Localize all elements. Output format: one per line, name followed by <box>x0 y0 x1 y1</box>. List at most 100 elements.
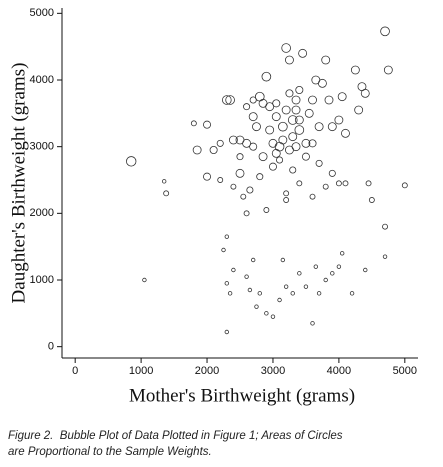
bubble <box>296 180 303 187</box>
bubble <box>308 95 317 105</box>
bubble <box>283 284 289 289</box>
bubble <box>294 115 304 125</box>
bubble <box>313 264 319 269</box>
bubble <box>126 156 137 167</box>
bubble <box>349 291 355 296</box>
bubble <box>334 115 344 125</box>
bubble <box>161 179 167 184</box>
bubble <box>382 254 388 259</box>
y-tick-label: 2000 <box>30 207 54 219</box>
bubble <box>303 284 309 289</box>
bubble <box>383 65 393 75</box>
bubble <box>224 281 230 286</box>
bubble <box>283 190 290 197</box>
bubble <box>268 162 277 171</box>
bubble <box>337 92 347 102</box>
bubble <box>192 145 202 155</box>
bubble <box>330 271 335 276</box>
bubble <box>283 197 290 203</box>
bubble <box>295 86 304 95</box>
bubble <box>268 138 278 148</box>
bubble <box>274 141 285 152</box>
bubble <box>227 291 233 296</box>
bubble <box>316 291 322 296</box>
bubble <box>224 234 230 239</box>
bubble <box>271 112 281 122</box>
bubble <box>323 277 328 283</box>
bubble <box>291 95 301 105</box>
bubble <box>317 78 327 88</box>
caption-line: are Proportional to the Sample Weights. <box>8 446 212 458</box>
bubble <box>365 180 372 187</box>
bubble <box>249 96 257 104</box>
bubble <box>278 135 288 145</box>
bubble <box>265 102 275 112</box>
bubble <box>363 267 368 273</box>
bubble <box>285 89 294 98</box>
bubble <box>294 125 305 135</box>
bubble <box>265 125 275 135</box>
bubble <box>243 103 251 111</box>
bubble <box>221 247 226 253</box>
bubble <box>291 142 301 152</box>
bubble <box>163 190 170 197</box>
bubble <box>250 257 256 263</box>
bubble <box>342 180 349 187</box>
y-tick-label: 5000 <box>30 7 54 19</box>
y-tick-label: 0 <box>48 341 54 353</box>
bubble <box>278 121 288 132</box>
bubble <box>263 207 270 213</box>
bubble <box>341 128 350 138</box>
bubble <box>236 153 244 161</box>
caption-line: Figure 2. Bubble Plot of Data Plotted in… <box>8 430 343 442</box>
bubble <box>287 115 298 125</box>
bubble <box>256 173 264 181</box>
bubble <box>304 108 314 118</box>
bubble <box>249 142 258 151</box>
bubble <box>281 105 291 115</box>
bubble <box>224 329 230 335</box>
bubble <box>277 297 282 303</box>
bubble <box>301 152 310 161</box>
bubble <box>271 148 281 158</box>
x-axis-label: Mother's Birthweight (grams) <box>129 385 355 406</box>
bubble <box>203 172 212 181</box>
bubble <box>308 139 317 148</box>
bubble <box>209 145 218 154</box>
bubble <box>272 99 281 108</box>
bubble <box>382 223 388 230</box>
bubble <box>310 321 315 326</box>
bubble <box>324 95 334 105</box>
bubble <box>322 183 329 190</box>
bubble <box>336 264 342 269</box>
bubble <box>264 311 269 316</box>
bubble <box>203 120 212 129</box>
bubble <box>315 159 323 167</box>
bubble <box>309 193 316 200</box>
bubble <box>339 251 345 256</box>
bubble <box>368 197 375 203</box>
bubble <box>335 180 342 187</box>
bubble <box>252 122 261 132</box>
bubble <box>281 43 291 53</box>
x-tick-label: 0 <box>72 365 78 377</box>
bubble <box>246 186 254 194</box>
bubble <box>240 193 247 200</box>
bubble <box>261 71 272 82</box>
bubble <box>258 152 268 162</box>
bubble <box>190 120 197 127</box>
bubble <box>276 156 284 164</box>
bubble <box>254 304 259 309</box>
bubble <box>244 274 249 279</box>
bubble <box>235 168 245 178</box>
bubble <box>257 291 262 296</box>
bubble <box>360 88 370 98</box>
y-tick-label: 3000 <box>30 141 54 153</box>
x-tick-label: 4000 <box>327 365 351 377</box>
bubble <box>298 48 308 58</box>
x-tick-label: 5000 <box>393 365 417 377</box>
bubble <box>228 135 238 145</box>
bubble <box>328 169 336 177</box>
bubble <box>270 314 276 319</box>
